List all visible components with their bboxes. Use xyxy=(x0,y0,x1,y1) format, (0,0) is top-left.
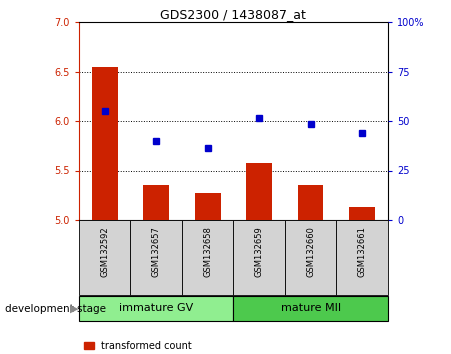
Text: mature MII: mature MII xyxy=(281,303,341,313)
Bar xyxy=(234,220,285,295)
Bar xyxy=(195,193,221,220)
Bar xyxy=(298,185,323,220)
Text: GSM132660: GSM132660 xyxy=(306,226,315,277)
Bar xyxy=(336,220,388,295)
Bar xyxy=(79,220,130,295)
Bar xyxy=(130,220,182,295)
Title: GDS2300 / 1438087_at: GDS2300 / 1438087_at xyxy=(161,8,306,21)
Bar xyxy=(246,162,272,220)
Bar xyxy=(92,67,118,220)
Bar xyxy=(79,296,234,321)
Text: GSM132592: GSM132592 xyxy=(100,226,109,276)
Text: GSM132657: GSM132657 xyxy=(152,226,161,277)
Text: immature GV: immature GV xyxy=(119,303,193,313)
Text: GSM132659: GSM132659 xyxy=(255,226,264,277)
Bar xyxy=(234,296,388,321)
Legend: transformed count, percentile rank within the sample: transformed count, percentile rank withi… xyxy=(84,341,266,354)
Bar xyxy=(182,220,234,295)
Text: GSM132661: GSM132661 xyxy=(358,226,367,277)
Bar xyxy=(285,220,336,295)
Bar xyxy=(143,185,169,220)
Bar xyxy=(349,207,375,220)
Text: development stage: development stage xyxy=(5,303,106,314)
Text: GSM132658: GSM132658 xyxy=(203,226,212,277)
Text: ▶: ▶ xyxy=(70,303,78,314)
